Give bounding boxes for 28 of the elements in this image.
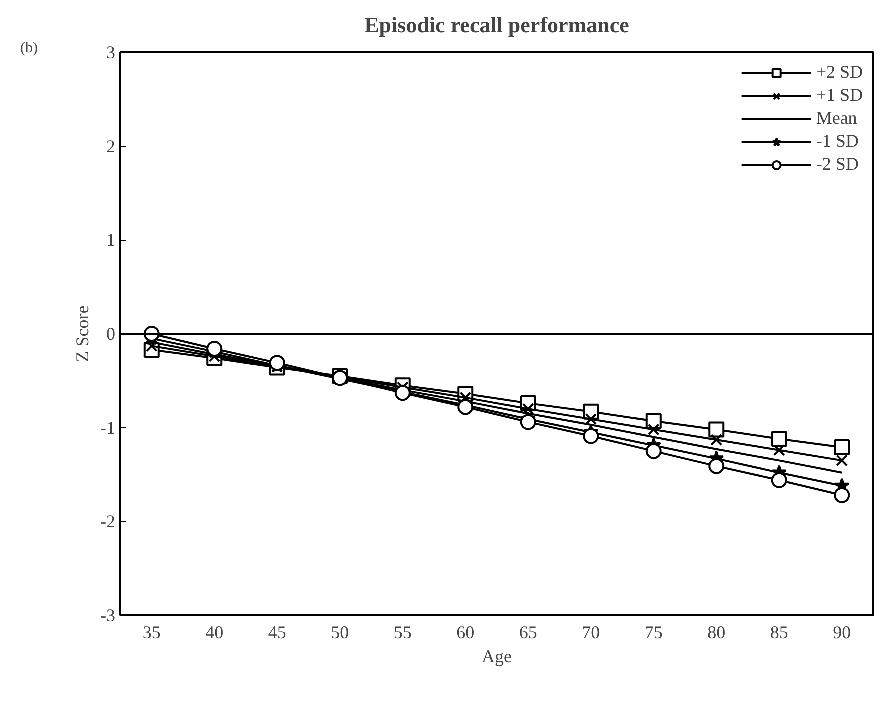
x-tick-label: 80 [708,622,726,642]
y-tick-label: -1 [100,418,116,438]
x-tick-label: 65 [519,622,538,642]
x-tick-label: 60 [456,622,475,642]
y-tick-label: -2 [100,512,116,532]
y-tick-label: 1 [106,230,116,250]
x-tick-label: 75 [644,622,663,642]
x-tick-label: 45 [268,622,286,642]
y-tick-label: -3 [100,606,116,626]
y-tick-label: 3 [106,42,116,62]
x-tick-label: 55 [394,622,412,642]
legend-label: -2 SD [816,154,859,175]
legend-label: -1 SD [816,131,859,152]
x-tick-label: 35 [142,622,161,642]
x-tick-label: 40 [206,622,224,642]
legend-label: Mean [816,108,858,129]
legend-label: +2 SD [816,62,863,83]
y-tick-label: 0 [106,324,116,344]
y-axis-title: Z Score [72,306,93,362]
x-tick-label: 50 [331,622,350,642]
x-axis-title: Age [482,646,512,666]
chart-title: Episodic recall performance [364,12,630,38]
x-tick-label: 85 [770,622,788,642]
x-tick-label: 90 [833,622,852,642]
y-tick-label: 2 [106,136,116,156]
legend-label: +1 SD [816,85,863,106]
x-tick-label: 70 [582,622,600,642]
text: (b) [20,40,38,56]
